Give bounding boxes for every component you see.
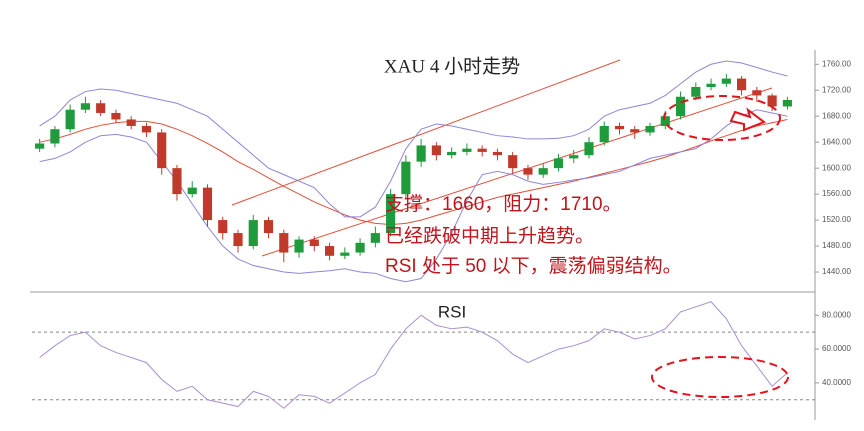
candle-body xyxy=(721,78,731,84)
candle-body xyxy=(508,155,518,169)
candle-body xyxy=(767,95,777,107)
candle-body xyxy=(386,194,396,234)
y-tick-label: 1480.00 xyxy=(822,241,851,250)
candle-body xyxy=(340,252,350,256)
overlay-line xyxy=(39,60,788,218)
candle-body xyxy=(523,168,533,175)
highlight-ellipse xyxy=(651,356,789,398)
y-tick-label: 1720.00 xyxy=(822,85,851,94)
annotation: 已经跌破中期上升趋势。 xyxy=(385,225,594,247)
candle-body xyxy=(553,158,564,169)
chart-title: XAU 4 小时走势 xyxy=(384,55,520,77)
candle-body xyxy=(263,220,274,234)
candle-body xyxy=(737,78,747,91)
candle-body xyxy=(447,151,457,156)
trend-line xyxy=(261,87,773,257)
y-tick-label: 1760.00 xyxy=(822,59,851,68)
candle-body xyxy=(248,220,258,247)
annotation: 支撑：1660，阻力：1710。 xyxy=(385,193,622,215)
candle-body xyxy=(431,145,441,156)
candle-body xyxy=(80,103,90,110)
y-tick-label: 60.0000 xyxy=(822,344,851,353)
candle-body xyxy=(355,242,365,253)
candle-body xyxy=(294,239,304,253)
candle-body xyxy=(141,125,152,133)
candle-body xyxy=(65,109,75,130)
candle-body xyxy=(569,155,579,159)
y-tick-label: 1680.00 xyxy=(822,111,851,120)
candle-body xyxy=(477,148,487,152)
y-tick-label: 1600.00 xyxy=(822,163,851,172)
rsi-title: RSI xyxy=(438,302,466,321)
candle-body xyxy=(492,151,503,156)
candle-body xyxy=(614,125,625,130)
y-tick-label: 1520.00 xyxy=(822,215,851,224)
trend-line xyxy=(231,59,621,206)
overlay-line xyxy=(39,118,788,226)
candle-body xyxy=(599,125,609,143)
y-tick-label: 1440.00 xyxy=(822,267,851,276)
candle-body xyxy=(111,112,121,120)
candle-body xyxy=(462,148,472,152)
candle-body xyxy=(324,246,335,256)
candle-body xyxy=(279,233,289,253)
candle-body xyxy=(630,129,640,133)
candle-body xyxy=(401,161,411,195)
y-tick-label: 80.0000 xyxy=(822,310,851,319)
candle-body xyxy=(233,233,243,247)
rsi-line xyxy=(39,301,788,409)
candle-body xyxy=(645,125,655,133)
candle-body xyxy=(660,116,670,126)
annotation: RSI 处于 50 以下，震荡偏弱结构。 xyxy=(385,255,682,277)
arrow xyxy=(729,107,767,132)
candle-body xyxy=(675,96,686,117)
candle-body xyxy=(172,168,182,195)
y-tick-label: 1640.00 xyxy=(822,137,851,146)
candle-body xyxy=(691,87,701,97)
y-tick-label: 40.0000 xyxy=(822,378,851,387)
candle-body xyxy=(202,187,213,221)
candle-body xyxy=(752,90,762,96)
candle-body xyxy=(309,239,319,247)
candle-body xyxy=(218,220,228,234)
candle-body xyxy=(416,145,426,162)
candle-body xyxy=(35,143,45,149)
highlight-ellipse xyxy=(663,95,781,141)
candle-body xyxy=(50,129,60,144)
candle-body xyxy=(706,83,716,88)
candle-body xyxy=(370,233,380,243)
y-tick-label: 1560.00 xyxy=(822,189,851,198)
candle-body xyxy=(584,142,594,156)
candle-body xyxy=(538,168,548,175)
candle-body xyxy=(126,119,136,126)
candle-body xyxy=(782,99,792,107)
candle-body xyxy=(157,132,167,169)
candle-body xyxy=(187,187,197,195)
candle-body xyxy=(96,103,106,113)
